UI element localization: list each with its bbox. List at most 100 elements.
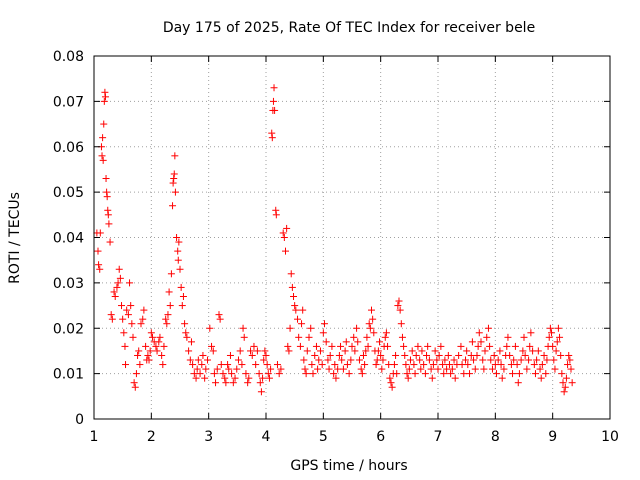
- data-point: [245, 374, 253, 382]
- data-point: [374, 347, 382, 355]
- data-point: [398, 333, 406, 341]
- data-point: [186, 356, 194, 364]
- data-point: [378, 365, 386, 373]
- data-point: [102, 175, 110, 183]
- data-point: [447, 370, 455, 378]
- data-point: [228, 370, 236, 378]
- data-point: [475, 329, 483, 337]
- data-point: [162, 315, 170, 323]
- data-point: [256, 379, 264, 387]
- y-tick-label: 0.06: [53, 140, 84, 156]
- data-point: [500, 365, 508, 373]
- data-point: [537, 374, 545, 382]
- data-point: [277, 365, 285, 373]
- data-point: [406, 356, 414, 364]
- y-tick-label: 0.01: [53, 367, 84, 383]
- data-point: [217, 361, 225, 369]
- data-point: [176, 265, 184, 273]
- data-point: [209, 347, 217, 355]
- data-point: [292, 306, 300, 314]
- data-point: [233, 365, 241, 373]
- data-point: [124, 311, 132, 319]
- data-point: [479, 356, 487, 364]
- data-point: [424, 342, 432, 350]
- data-point: [480, 365, 488, 373]
- data-point: [284, 342, 292, 350]
- data-point: [376, 338, 384, 346]
- data-point: [127, 302, 135, 310]
- data-point: [253, 347, 261, 355]
- data-point: [526, 342, 534, 350]
- data-point: [210, 370, 218, 378]
- y-tick-label: 0.04: [53, 231, 84, 247]
- data-point: [404, 374, 412, 382]
- data-point: [96, 229, 104, 237]
- data-point: [247, 347, 255, 355]
- data-point: [536, 365, 544, 373]
- data-point: [325, 365, 333, 373]
- data-point: [402, 361, 410, 369]
- data-point: [341, 347, 349, 355]
- data-point: [135, 347, 143, 355]
- data-point: [503, 342, 511, 350]
- data-point: [513, 361, 521, 369]
- data-point: [215, 311, 223, 319]
- data-point: [225, 365, 233, 373]
- data-point: [554, 324, 562, 332]
- data-point: [550, 356, 558, 364]
- data-point: [106, 238, 114, 246]
- data-point: [418, 347, 426, 355]
- data-point: [549, 342, 557, 350]
- data-point: [189, 361, 197, 369]
- data-point: [351, 347, 359, 355]
- data-point: [355, 356, 363, 364]
- data-point: [262, 351, 270, 359]
- y-tick-label: 0.08: [53, 49, 84, 65]
- data-point: [255, 370, 263, 378]
- data-point: [101, 93, 109, 101]
- data-point: [521, 351, 529, 359]
- axis-ticks: [93, 55, 611, 420]
- data-point: [314, 365, 322, 373]
- data-point: [463, 347, 471, 355]
- x-tick-label: 3: [204, 429, 213, 445]
- data-point: [487, 356, 495, 364]
- data-point: [471, 365, 479, 373]
- data-point: [175, 238, 183, 246]
- x-tick-label: 4: [262, 429, 271, 445]
- data-point: [328, 342, 336, 350]
- data-point: [335, 351, 343, 359]
- data-point: [429, 361, 437, 369]
- y-tick-label: 0.02: [53, 321, 84, 337]
- data-point: [410, 361, 418, 369]
- grid-lines: [94, 56, 610, 419]
- data-point: [158, 351, 166, 359]
- data-point: [128, 320, 136, 328]
- data-point: [412, 351, 420, 359]
- chart-title: Day 175 of 2025, Rate Of TEC Index for r…: [163, 20, 535, 36]
- data-point: [113, 283, 121, 291]
- data-point: [132, 370, 140, 378]
- data-point: [421, 370, 429, 378]
- data-point: [178, 302, 186, 310]
- data-point: [366, 324, 374, 332]
- data-point: [445, 361, 453, 369]
- data-point: [174, 256, 182, 264]
- data-point: [213, 365, 221, 373]
- data-point: [312, 342, 320, 350]
- data-point: [382, 329, 390, 337]
- data-point: [145, 356, 153, 364]
- data-point: [548, 329, 556, 337]
- data-point: [137, 320, 145, 328]
- data-point: [275, 370, 283, 378]
- data-point: [98, 152, 106, 160]
- data-point: [118, 302, 126, 310]
- data-point: [244, 379, 252, 387]
- y-tick-label: 0.07: [53, 94, 84, 110]
- data-point: [181, 320, 189, 328]
- data-point: [474, 342, 482, 350]
- data-point: [561, 383, 569, 391]
- data-point: [100, 97, 108, 105]
- data-point: [280, 234, 288, 241]
- data-point: [231, 374, 239, 382]
